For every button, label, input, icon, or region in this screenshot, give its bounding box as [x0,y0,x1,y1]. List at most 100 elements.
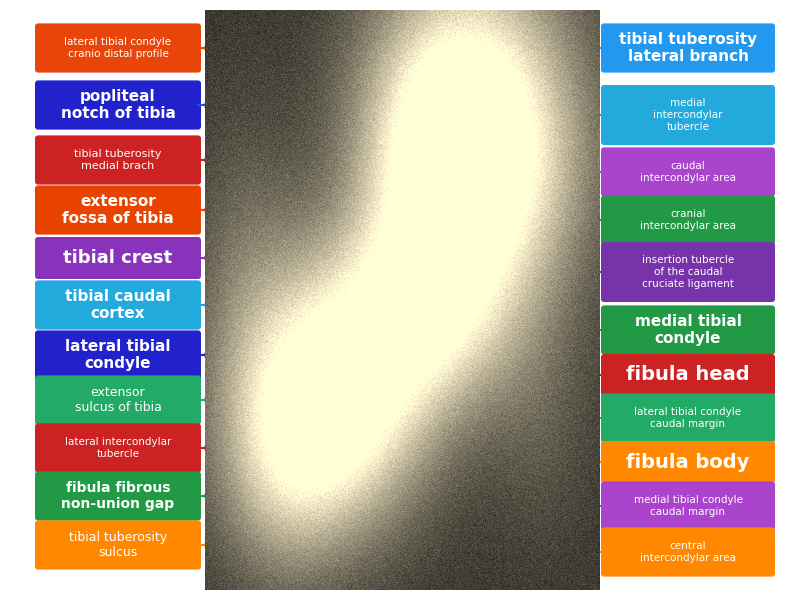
Circle shape [205,203,219,217]
Text: central
intercondylar area: central intercondylar area [640,541,736,563]
FancyBboxPatch shape [601,85,775,145]
Text: tibial crest: tibial crest [63,249,173,267]
Circle shape [282,241,294,254]
Circle shape [358,218,367,227]
FancyBboxPatch shape [35,520,201,569]
FancyBboxPatch shape [601,196,775,245]
Text: insertion tubercle
of the caudal
cruciate ligament: insertion tubercle of the caudal cruciat… [642,256,734,289]
Circle shape [583,265,597,279]
Circle shape [583,411,597,425]
Circle shape [427,241,440,254]
Circle shape [448,268,461,281]
Circle shape [439,252,449,262]
FancyBboxPatch shape [35,23,201,73]
Circle shape [583,545,597,559]
Circle shape [288,338,301,352]
Circle shape [283,242,293,252]
FancyBboxPatch shape [601,23,775,73]
Text: fibula fibrous
non-union gap: fibula fibrous non-union gap [62,481,174,511]
FancyBboxPatch shape [35,136,201,185]
Circle shape [246,289,258,302]
Circle shape [583,455,597,469]
Text: tibial caudal
cortex: tibial caudal cortex [65,289,171,321]
Circle shape [322,286,331,295]
Text: caudal
intercondylar area: caudal intercondylar area [640,161,736,183]
Circle shape [583,368,597,382]
Text: tibial tuberosity
medial brach: tibial tuberosity medial brach [74,149,162,171]
Circle shape [583,323,597,337]
Circle shape [438,250,450,263]
Circle shape [269,245,278,253]
FancyBboxPatch shape [35,424,201,473]
Circle shape [413,245,422,253]
Circle shape [205,538,219,552]
Text: medial tibial condyle
caudal margin: medial tibial condyle caudal margin [634,495,742,517]
FancyBboxPatch shape [601,394,775,443]
Circle shape [400,341,413,355]
Circle shape [243,256,256,269]
Text: tibial tuberosity
sulcus: tibial tuberosity sulcus [69,531,167,559]
Circle shape [205,348,219,362]
Circle shape [411,242,424,256]
Text: lateral intercondylar
tubercle: lateral intercondylar tubercle [65,437,171,459]
Circle shape [429,243,438,252]
Circle shape [245,258,254,268]
Circle shape [583,108,597,122]
Circle shape [363,221,376,235]
Circle shape [205,41,219,55]
Circle shape [398,259,410,272]
Circle shape [318,218,330,232]
Circle shape [205,441,219,455]
FancyBboxPatch shape [35,80,201,130]
Text: extensor
sulcus of tibia: extensor sulcus of tibia [74,386,162,414]
FancyBboxPatch shape [601,242,775,302]
Circle shape [291,286,304,299]
Circle shape [583,165,597,179]
Text: lateral tibial condyle
cranio distal profile: lateral tibial condyle cranio distal pro… [65,37,171,59]
FancyBboxPatch shape [601,527,775,577]
Text: popliteal
notch of tibia: popliteal notch of tibia [61,89,175,121]
Circle shape [205,153,219,167]
Circle shape [205,298,219,312]
Circle shape [367,204,377,213]
Circle shape [248,244,261,257]
Circle shape [338,223,347,232]
Circle shape [440,260,453,274]
Circle shape [395,241,405,251]
Circle shape [247,290,257,299]
Circle shape [205,98,219,112]
Circle shape [331,198,341,206]
Circle shape [583,213,597,227]
Circle shape [350,208,362,221]
Circle shape [267,242,280,256]
Circle shape [399,262,409,270]
Text: lateral tibial
condyle: lateral tibial condyle [66,339,170,371]
FancyBboxPatch shape [601,305,775,355]
FancyBboxPatch shape [601,354,775,396]
Circle shape [205,393,219,407]
Circle shape [442,263,451,271]
Circle shape [293,289,302,297]
Circle shape [386,340,395,349]
FancyBboxPatch shape [35,472,201,521]
Circle shape [394,239,406,253]
Circle shape [438,270,447,280]
Circle shape [356,217,369,230]
Circle shape [290,340,299,349]
Circle shape [371,211,384,224]
Circle shape [351,209,361,218]
FancyBboxPatch shape [35,185,201,235]
Circle shape [450,270,459,280]
Circle shape [366,202,378,215]
Circle shape [205,489,219,503]
Circle shape [583,499,597,513]
Circle shape [384,338,397,352]
Text: fibula body: fibula body [626,452,750,472]
FancyBboxPatch shape [35,237,201,279]
Circle shape [205,251,219,265]
FancyBboxPatch shape [601,441,775,483]
FancyBboxPatch shape [601,481,775,530]
Circle shape [320,284,333,298]
Text: fibula head: fibula head [626,365,750,385]
FancyBboxPatch shape [35,376,201,425]
